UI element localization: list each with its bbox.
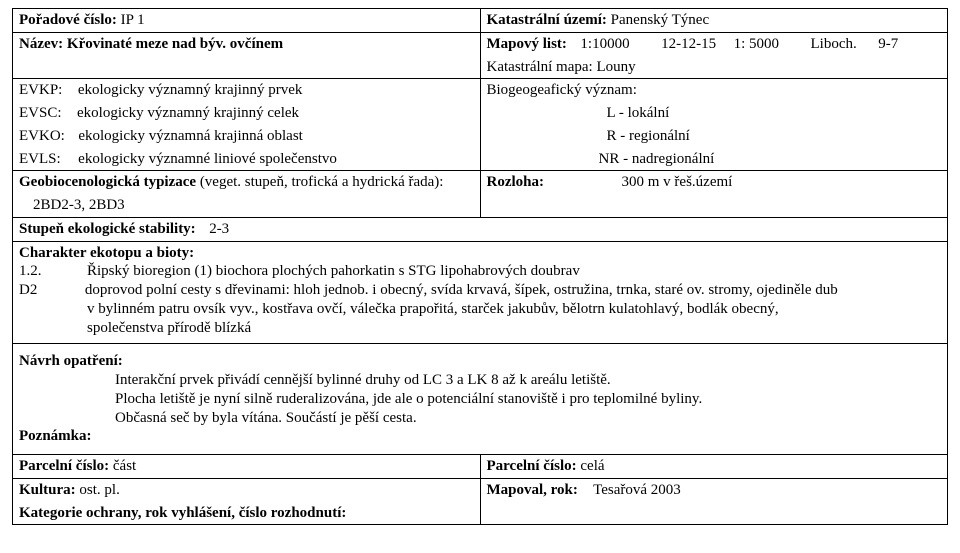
- ekotop-l1-text: Řipský bioregion (1) biochora plochých p…: [87, 263, 580, 279]
- nazev-label: Název:: [19, 36, 63, 52]
- evsc-label: EVSC:: [19, 105, 62, 121]
- kat-uzemi-value: Panenský Týnec: [611, 12, 709, 28]
- evko-label: EVKO:: [19, 128, 65, 144]
- kultura-value: ost. pl.: [79, 482, 119, 498]
- cell-parc-cast: Parcelní číslo: část: [13, 455, 481, 479]
- cell-evkp: EVKP: ekologicky významný krajinný prvek: [13, 79, 481, 102]
- cell-evsc: EVSC: ekologicky významný krajinný celek: [13, 102, 481, 125]
- cell-biogeo-label: Biogeogeafický význam:: [480, 79, 948, 102]
- evsc-text: ekologicky významný krajinný celek: [77, 105, 299, 121]
- evkp-text: ekologicky významný krajinný prvek: [78, 82, 303, 98]
- cell-geobio-1: Geobiocenologická typizace (veget. stupe…: [13, 171, 481, 194]
- biogeo-label: Biogeogeafický význam:: [487, 82, 637, 98]
- cell-evls: EVLS: ekologicky významné liniové společ…: [13, 148, 481, 171]
- stability-label: Stupeň ekologické stability:: [19, 221, 196, 237]
- ekotop-line2c: společenstva přírodě blízká: [19, 319, 941, 338]
- cell-kat-uzemi: Katastrální území: Panenský Týnec: [480, 9, 948, 33]
- mapovy-sheet3: 9-7: [878, 36, 898, 52]
- ekotop-l2-seg2: v bylinném patru ovsík vyv., kostřava ov…: [87, 301, 779, 317]
- ekotop-l1-code: 1.2.: [19, 263, 42, 279]
- cell-biogeo-nr: NR - nadregionální: [480, 148, 948, 171]
- poradove-value: IP 1: [121, 12, 145, 28]
- geobio-paren: (veget. stupeň, trofická a hydrická řada…: [200, 174, 444, 190]
- cell-nazev: Název: Křovinaté meze nad býv. ovčínem: [13, 32, 481, 55]
- ekotop-l2-seg1: doprovod polní cesty s dřevinami: hloh j…: [85, 282, 838, 298]
- mapoval-label: Mapoval, rok:: [487, 482, 578, 498]
- mapovy-scale1: 1:10000: [580, 36, 629, 52]
- cell-rozloha: Rozloha: 300 m v řeš.území: [480, 171, 948, 194]
- cell-kultura: Kultura: ost. pl.: [13, 478, 481, 501]
- ekotop-l2-code: D2: [19, 282, 37, 298]
- cell-mapoval-2: [480, 502, 948, 525]
- opatreni-p3: Občasná seč by byla vítána. Součástí je …: [19, 409, 941, 428]
- mapovy-sheet2: Liboch.: [811, 36, 857, 52]
- poradove-label: Pořadové číslo:: [19, 12, 117, 28]
- cell-mapovy-2: Katastrální mapa: Louny: [480, 56, 948, 79]
- mapovy-scale2: 1: 5000: [734, 36, 779, 52]
- poznamka-label: Poznámka:: [19, 427, 941, 446]
- kategorie-label: Kategorie ochrany, rok vyhlášení, číslo …: [19, 505, 346, 521]
- kultura-label: Kultura:: [19, 482, 76, 498]
- biogeo-nr: NR - nadregionální: [487, 151, 715, 167]
- biogeo-l: L - lokální: [487, 105, 670, 121]
- ekotop-label: Charakter ekotopu a bioty:: [19, 244, 941, 263]
- cell-ekotop: Charakter ekotopu a bioty: 1.2. Řipský b…: [13, 241, 948, 344]
- cell-rozloha-2: [480, 194, 948, 217]
- geobio-codes: 2BD2-3, 2BD3: [19, 197, 125, 213]
- ekotop-line2a: D2 doprovod polní cesty s dřevinami: hlo…: [19, 281, 941, 300]
- biogeo-r: R - regionální: [487, 128, 690, 144]
- mapovy-sheet1: 12-12-15: [661, 36, 716, 52]
- kat-uzemi-label: Katastrální území:: [487, 12, 607, 28]
- cell-parc-cela: Parcelní číslo: celá: [480, 455, 948, 479]
- rozloha-label: Rozloha:: [487, 174, 545, 190]
- mapovy-label: Mapový list:: [487, 36, 567, 52]
- cell-biogeo-r: R - regionální: [480, 125, 948, 148]
- katmap-value: Louny: [596, 59, 635, 75]
- evko-text: ekologicky významná krajinná oblast: [78, 128, 303, 144]
- cell-evko: EVKO: ekologicky významná krajinná oblas…: [13, 125, 481, 148]
- evls-label: EVLS:: [19, 151, 61, 167]
- cell-stability: Stupeň ekologické stability: 2-3: [13, 217, 948, 241]
- parc-cast-label: Parcelní číslo:: [19, 458, 109, 474]
- cell-mapoval: Mapoval, rok: Tesařová 2003: [480, 478, 948, 501]
- parc-cela-value: celá: [580, 458, 604, 474]
- opatreni-p2: Plocha letiště je nyní silně ruderalizov…: [19, 390, 941, 409]
- evkp-label: EVKP:: [19, 82, 62, 98]
- cell-geobio-2: 2BD2-3, 2BD3: [13, 194, 481, 217]
- cell-biogeo-l: L - lokální: [480, 102, 948, 125]
- geobio-label: Geobiocenologická typizace: [19, 174, 196, 190]
- ekotop-l2-seg3: společenstva přírodě blízká: [87, 320, 251, 336]
- document-table: Pořadové číslo: IP 1 Katastrální území: …: [12, 8, 948, 525]
- cell-mapovy: Mapový list: 1:10000 12-12-15 1: 5000 Li…: [480, 32, 948, 55]
- cell-opatreni: Návrh opatření: Interakční prvek přivádí…: [13, 344, 948, 455]
- ekotop-line2b: v bylinném patru ovsík vyv., kostřava ov…: [19, 300, 941, 319]
- opatreni-p1: Interakční prvek přivádí cennější bylinn…: [19, 371, 941, 390]
- parc-cela-label: Parcelní číslo:: [487, 458, 577, 474]
- nazev-value: Křovinaté meze nad býv. ovčínem: [67, 36, 283, 52]
- parc-cast-value: část: [113, 458, 136, 474]
- cell-poradove: Pořadové číslo: IP 1: [13, 9, 481, 33]
- evls-text: ekologicky významné liniové společenstvo: [78, 151, 337, 167]
- ekotop-line1: 1.2. Řipský bioregion (1) biochora ploch…: [19, 262, 941, 281]
- katmap-label: Katastrální mapa:: [487, 59, 593, 75]
- rozloha-value: 300 m v řeš.území: [622, 174, 733, 190]
- cell-nazev-cont: [13, 56, 481, 79]
- cell-kategorie: Kategorie ochrany, rok vyhlášení, číslo …: [13, 502, 481, 525]
- stability-value: 2-3: [209, 221, 229, 237]
- opatreni-label: Návrh opatření:: [19, 352, 941, 371]
- mapoval-value: Tesařová 2003: [593, 482, 681, 498]
